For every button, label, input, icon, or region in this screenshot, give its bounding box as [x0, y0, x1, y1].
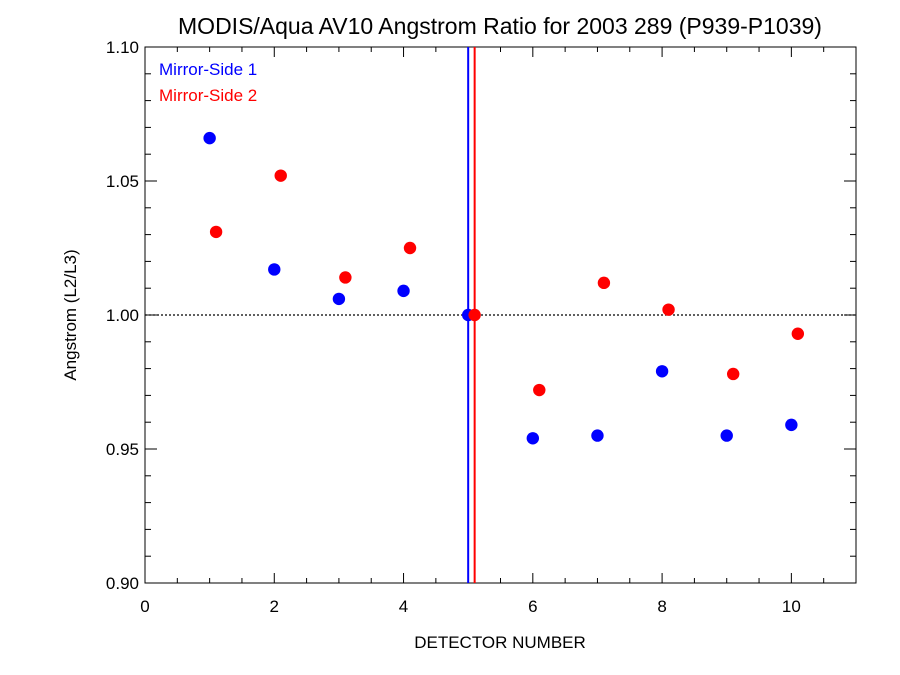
series-2-point [791, 327, 805, 340]
y-tick-label: 0.90 [106, 574, 139, 593]
series-2-point [339, 271, 352, 284]
x-axis-label: DETECTOR NUMBER [414, 633, 586, 652]
series-1-point [526, 432, 540, 445]
y-tick-label: 0.95 [106, 440, 139, 459]
x-tick-label: 10 [782, 597, 801, 616]
series-2-point [533, 383, 546, 397]
series-1-point [332, 292, 346, 306]
series-2-point [468, 308, 481, 322]
series-2-point [726, 367, 740, 381]
y-tick-label: 1.10 [106, 38, 139, 57]
x-tick-label: 8 [657, 597, 666, 616]
series-1-point [397, 284, 410, 298]
x-tick-label: 0 [140, 597, 149, 616]
series-2-point [597, 276, 611, 290]
y-tick-label: 1.05 [106, 172, 139, 191]
series-1-point [720, 429, 733, 442]
y-tick-label: 1.00 [106, 306, 139, 325]
y-axis-label: Angstrom (L2/L3) [61, 249, 80, 380]
series-1-point [785, 418, 798, 432]
series-2-point [274, 169, 287, 182]
series-1-point [655, 365, 669, 378]
legend-entry-1: Mirror-Side 1 [159, 60, 257, 79]
series-2-point [662, 303, 675, 316]
series-1-point [268, 263, 281, 276]
series-1-point [591, 429, 604, 442]
series-1-point [203, 131, 216, 145]
x-tick-label: 4 [399, 597, 408, 616]
legend-entry-2: Mirror-Side 2 [159, 86, 257, 105]
chart-title: MODIS/Aqua AV10 Angstrom Ratio for 2003 … [178, 13, 822, 39]
x-tick-label: 6 [528, 597, 537, 616]
series-2-point [209, 225, 223, 239]
series-2-point [403, 241, 417, 255]
x-tick-label: 2 [270, 597, 279, 616]
plot-area: 0 2 4 6 8 10 0.90 0.95 1.00 1.05 1.10 Mirror-Side 1… [106, 38, 857, 616]
